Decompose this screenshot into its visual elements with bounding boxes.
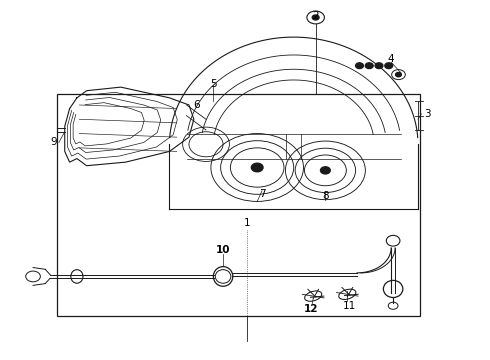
Text: 11: 11: [343, 301, 356, 311]
Text: 8: 8: [322, 191, 329, 201]
Text: 5: 5: [210, 78, 217, 89]
Text: 6: 6: [193, 100, 199, 110]
Circle shape: [320, 167, 330, 174]
Bar: [57, 94, 420, 316]
Text: 7: 7: [259, 189, 266, 199]
Circle shape: [395, 72, 401, 77]
Circle shape: [356, 63, 364, 68]
Text: 10: 10: [216, 245, 230, 255]
Text: 2: 2: [312, 11, 319, 21]
Circle shape: [312, 15, 319, 20]
Text: 1: 1: [244, 218, 251, 228]
Circle shape: [385, 63, 392, 68]
Circle shape: [366, 63, 373, 68]
Text: 4: 4: [388, 54, 394, 64]
Text: 9: 9: [50, 138, 57, 148]
Circle shape: [251, 163, 263, 172]
Text: 12: 12: [303, 303, 318, 314]
Circle shape: [375, 63, 383, 68]
Text: 3: 3: [424, 109, 431, 119]
